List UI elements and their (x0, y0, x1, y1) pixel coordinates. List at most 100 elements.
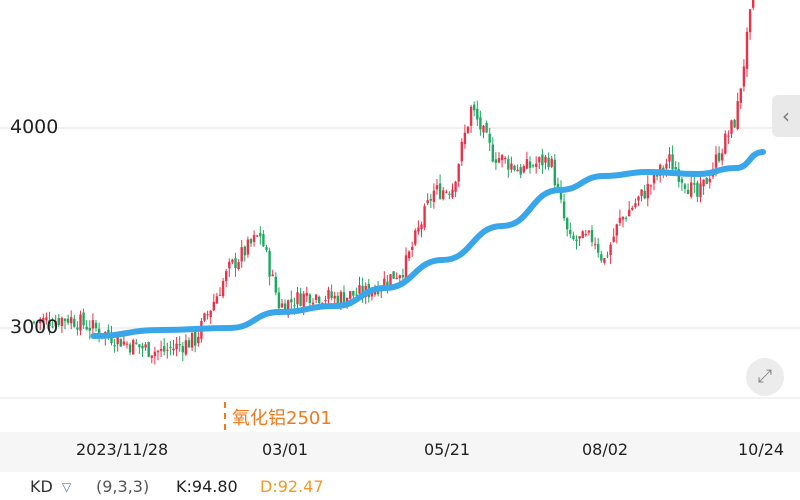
candle-body (342, 292, 346, 304)
candle-body (432, 190, 436, 202)
candle-body (559, 187, 563, 200)
candle-body (534, 163, 538, 167)
candle-body (448, 193, 451, 195)
candle-body (237, 262, 240, 270)
candle-body (438, 183, 442, 199)
candle-body (352, 290, 355, 296)
candle-body (531, 165, 535, 167)
candle-body (708, 178, 711, 183)
candle-body (94, 322, 98, 329)
candle-body (311, 302, 315, 305)
candle-body (621, 217, 625, 220)
candle-body (569, 229, 572, 235)
indicator-params: (9,3,3) (96, 477, 150, 496)
candle-body (175, 343, 178, 350)
candle-body (240, 247, 243, 262)
candle-body (435, 185, 439, 190)
candle-body (187, 340, 191, 348)
x-tick-label: 05/21 (424, 440, 471, 459)
chevron-down-icon[interactable]: ▽ (62, 480, 72, 494)
candle-body (662, 167, 665, 171)
candle-body (60, 317, 64, 327)
candle-body (624, 217, 628, 219)
candle-body (91, 320, 95, 329)
candle-body (178, 344, 181, 346)
candle-body (494, 159, 498, 163)
chevron-left-icon[interactable]: ‹ (772, 95, 800, 137)
candle-body (268, 250, 271, 277)
candle-body (249, 239, 253, 244)
candle-body (497, 158, 501, 163)
candle-body (221, 281, 225, 297)
x-tick-label: 10/24 (738, 440, 785, 459)
candle-body (274, 276, 277, 293)
candle-body (38, 319, 42, 324)
candle-body (234, 258, 237, 269)
candle-body (215, 296, 219, 304)
candle-body (321, 303, 324, 305)
candle-body (76, 327, 79, 330)
candle-body (246, 239, 250, 255)
candle-body (339, 291, 343, 304)
candle-body (110, 333, 113, 344)
candle-body (156, 350, 160, 353)
expand-icon[interactable]: ⤢ (746, 358, 784, 396)
candle-body (516, 169, 519, 172)
candle-body (308, 294, 312, 303)
candle-body (652, 173, 656, 184)
candle-body (63, 318, 67, 322)
candle-body (150, 355, 153, 358)
candle-body (441, 190, 445, 200)
candle-body (609, 244, 612, 256)
candle-body (286, 300, 290, 316)
candle-body (593, 244, 597, 246)
candle-body (649, 185, 653, 187)
candle-body (169, 346, 172, 348)
candle-body (361, 285, 364, 297)
x-tick-label: 08/02 (582, 440, 629, 459)
candle-body (451, 189, 454, 198)
candle-body (420, 224, 423, 230)
candle-body (565, 218, 569, 230)
indicator-selector[interactable]: KD (30, 477, 53, 496)
candle-body (469, 106, 473, 126)
candle-body (398, 275, 401, 279)
x-axis-bar (0, 432, 800, 472)
candle-body (271, 274, 274, 277)
candle-body (578, 236, 581, 239)
candle-body (429, 198, 432, 201)
candle-body (466, 126, 470, 133)
candle-body (299, 293, 302, 306)
candle-body (135, 342, 138, 344)
candle-body (73, 318, 76, 327)
candle-body (575, 239, 578, 242)
candle-body (491, 144, 494, 162)
candle-body (637, 196, 640, 201)
candle-body (116, 336, 119, 345)
candle-body (147, 342, 150, 357)
candle-body (686, 189, 690, 195)
candle-body (172, 348, 175, 351)
candle-body (739, 88, 742, 103)
candle-body (259, 232, 262, 237)
candle-body (596, 244, 600, 253)
candle-body (423, 206, 426, 228)
indicator-row: KD ▽ (9,3,3) K:94.80 D:92.47 (0, 474, 800, 500)
candle-body (751, 0, 755, 8)
candle-body (488, 133, 491, 143)
candle-body (714, 154, 718, 168)
candle-body (314, 294, 318, 301)
candle-body (125, 343, 129, 345)
candle-body (54, 320, 57, 327)
candle-body (702, 179, 705, 187)
candle-body (305, 292, 308, 296)
candle-body (138, 344, 141, 348)
candle-body (280, 303, 284, 308)
candle-body (181, 346, 184, 353)
candle-body (395, 277, 398, 279)
candle-body (472, 104, 476, 111)
candle-body (733, 119, 736, 128)
candle-body (668, 154, 671, 162)
candle-body (358, 285, 361, 294)
indicator-d-value: D:92.47 (260, 477, 324, 496)
